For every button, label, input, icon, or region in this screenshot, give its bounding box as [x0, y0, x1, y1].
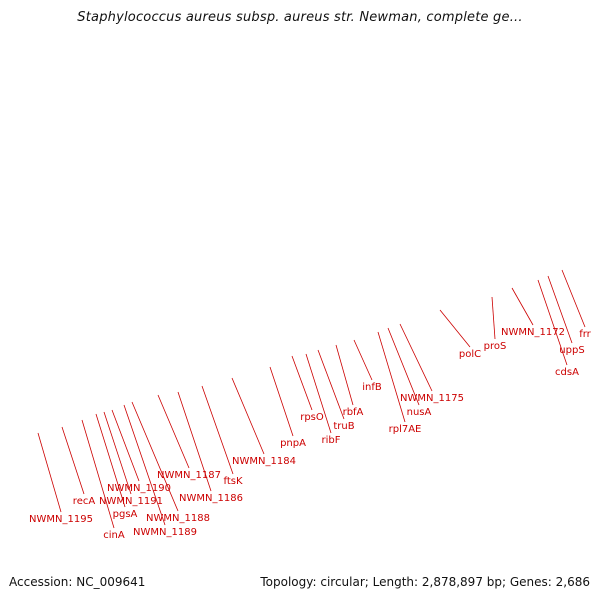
gene-label-nwmn-1184[interactable]: NWMN_1184	[232, 456, 296, 467]
leader-line	[123, 404, 166, 526]
gene-label-upps[interactable]: uppS	[559, 345, 584, 356]
accession-text: Accession: NC_009641	[9, 575, 146, 589]
gene-label-nwmn-1189[interactable]: NWMN_1189	[133, 527, 197, 538]
leader-line	[231, 377, 265, 455]
gene-label-pgsa[interactable]: pgsA	[113, 509, 138, 520]
leader-line	[353, 339, 373, 381]
gene-label-reca[interactable]: recA	[73, 496, 96, 507]
leader-line	[131, 401, 179, 512]
leader-line	[561, 269, 586, 328]
gene-label-infb[interactable]: infB	[362, 382, 382, 393]
gene-label-rpl7ae[interactable]: rpl7AE	[389, 424, 422, 435]
leader-line	[511, 287, 534, 326]
leader-line	[335, 344, 354, 406]
leader-line	[305, 353, 332, 434]
gene-label-trub[interactable]: truB	[333, 421, 354, 432]
gene-label-nwmn-1191[interactable]: NWMN_1191	[99, 496, 163, 507]
leader-line	[177, 391, 212, 492]
leader-line	[37, 432, 62, 513]
gene-label-pros[interactable]: proS	[484, 341, 507, 352]
gene-label-ftsk[interactable]: ftsK	[223, 476, 242, 487]
gene-label-nwmn-1195[interactable]: NWMN_1195	[29, 514, 93, 525]
gene-label-nusa[interactable]: nusA	[407, 407, 432, 418]
topology-text: Topology: circular; Length: 2,878,897 bp…	[260, 575, 590, 589]
map-title: Staphylococcus aureus subsp. aureus str.…	[77, 10, 523, 25]
gene-label-polc[interactable]: polC	[459, 349, 481, 360]
gene-label-cdsa[interactable]: cdsA	[555, 367, 579, 378]
leader-line	[317, 349, 345, 420]
leader-line	[387, 327, 420, 406]
leader-line	[103, 411, 132, 495]
gene-labels: NWMN_1195 recA cinA pgsA NWMN_1191 NWMN_1190 N…	[29, 327, 592, 541]
gene-label-cina[interactable]: cinA	[103, 530, 125, 541]
gene-label-ribf[interactable]: ribF	[322, 435, 341, 446]
gene-label-nwmn-1172[interactable]: NWMN_1172	[501, 327, 565, 338]
leader-line	[291, 355, 313, 411]
leader-line	[537, 279, 568, 366]
gene-label-nwmn-1175[interactable]: NWMN_1175	[400, 393, 464, 404]
leader-line	[439, 309, 471, 348]
gene-label-frr[interactable]: frr	[579, 329, 591, 340]
gene-label-nwmn-1186[interactable]: NWMN_1186	[179, 493, 243, 504]
gene-label-nwmn-1187[interactable]: NWMN_1187	[157, 470, 221, 481]
leader-line	[201, 385, 234, 475]
gene-label-rbfa[interactable]: rbfA	[343, 407, 364, 418]
gene-label-rpso[interactable]: rpsO	[300, 412, 324, 423]
leader-line	[377, 331, 406, 423]
leader-line	[81, 419, 115, 529]
leader-line	[95, 413, 126, 508]
leader-line	[111, 409, 140, 482]
gene-label-pnpa[interactable]: pnpA	[280, 438, 306, 449]
gene-label-nwmn-1188[interactable]: NWMN_1188	[146, 513, 210, 524]
leader-line	[491, 296, 496, 340]
gene-label-leaders	[37, 269, 586, 529]
leader-line	[399, 323, 433, 392]
leader-line	[157, 394, 190, 469]
gene-label-nwmn-1190[interactable]: NWMN_1190	[107, 483, 171, 494]
leader-line	[547, 275, 573, 344]
leader-line	[61, 426, 85, 495]
leader-line	[269, 366, 294, 437]
